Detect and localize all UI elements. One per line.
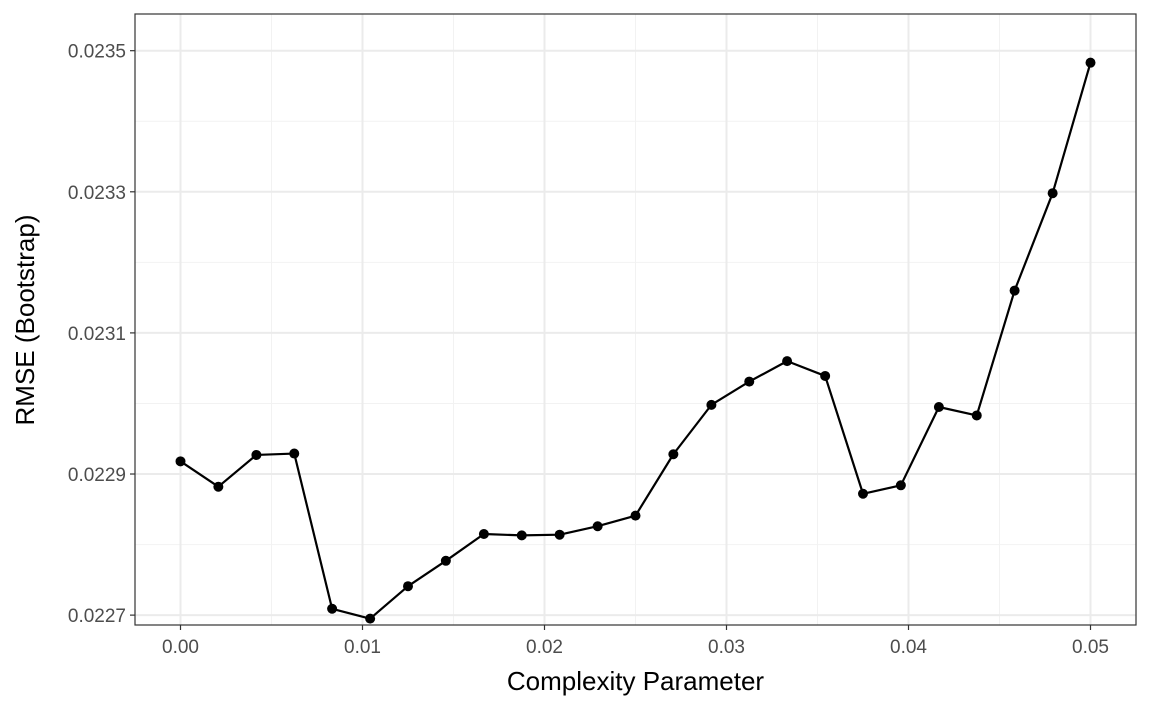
x-tick-label: 0.04 xyxy=(890,637,927,658)
data-point xyxy=(1009,285,1020,296)
data-point xyxy=(251,449,262,460)
x-tick-label: 0.01 xyxy=(344,637,381,658)
data-point xyxy=(933,401,944,412)
data-point xyxy=(706,399,717,410)
data-point xyxy=(289,448,300,459)
data-point xyxy=(668,449,679,460)
y-tick-label: 0.0227 xyxy=(68,606,126,627)
y-axis: 0.0227 0.0229 0.0231 0.0233 0.0235 xyxy=(68,42,135,627)
data-point xyxy=(554,529,565,540)
data-point xyxy=(782,356,793,367)
x-tick-label: 0.02 xyxy=(526,637,563,658)
x-axis: 0.00 0.01 0.02 0.03 0.04 0.05 xyxy=(162,625,1109,658)
data-point xyxy=(1085,57,1096,68)
data-point xyxy=(403,581,413,592)
data-point xyxy=(971,410,982,421)
data-point xyxy=(478,528,489,539)
x-tick-label: 0.00 xyxy=(162,637,199,658)
x-axis-title: Complexity Parameter xyxy=(507,666,765,696)
x-tick-label: 0.03 xyxy=(708,637,745,658)
data-point xyxy=(175,456,186,467)
data-point xyxy=(630,510,641,521)
data-point xyxy=(365,613,376,624)
y-tick-label: 0.0235 xyxy=(68,42,126,63)
y-tick-label: 0.0231 xyxy=(68,324,126,345)
data-point xyxy=(895,480,906,491)
data-point xyxy=(327,603,338,614)
y-axis-title: RMSE (Bootstrap) xyxy=(10,215,40,426)
data-point xyxy=(744,376,755,387)
data-point xyxy=(592,521,603,532)
data-point xyxy=(440,555,451,566)
x-tick-label: 0.05 xyxy=(1072,637,1109,658)
panel-border xyxy=(134,13,1137,626)
data-point xyxy=(858,488,868,499)
grid-minor xyxy=(135,14,1136,625)
data-point xyxy=(213,481,224,492)
y-tick-label: 0.0233 xyxy=(68,183,126,204)
data-point xyxy=(820,370,831,381)
data-point xyxy=(516,530,527,541)
series-layer xyxy=(175,57,1096,624)
grid-major xyxy=(135,14,1136,625)
data-point xyxy=(1047,188,1058,199)
y-tick-label: 0.0229 xyxy=(68,465,126,486)
